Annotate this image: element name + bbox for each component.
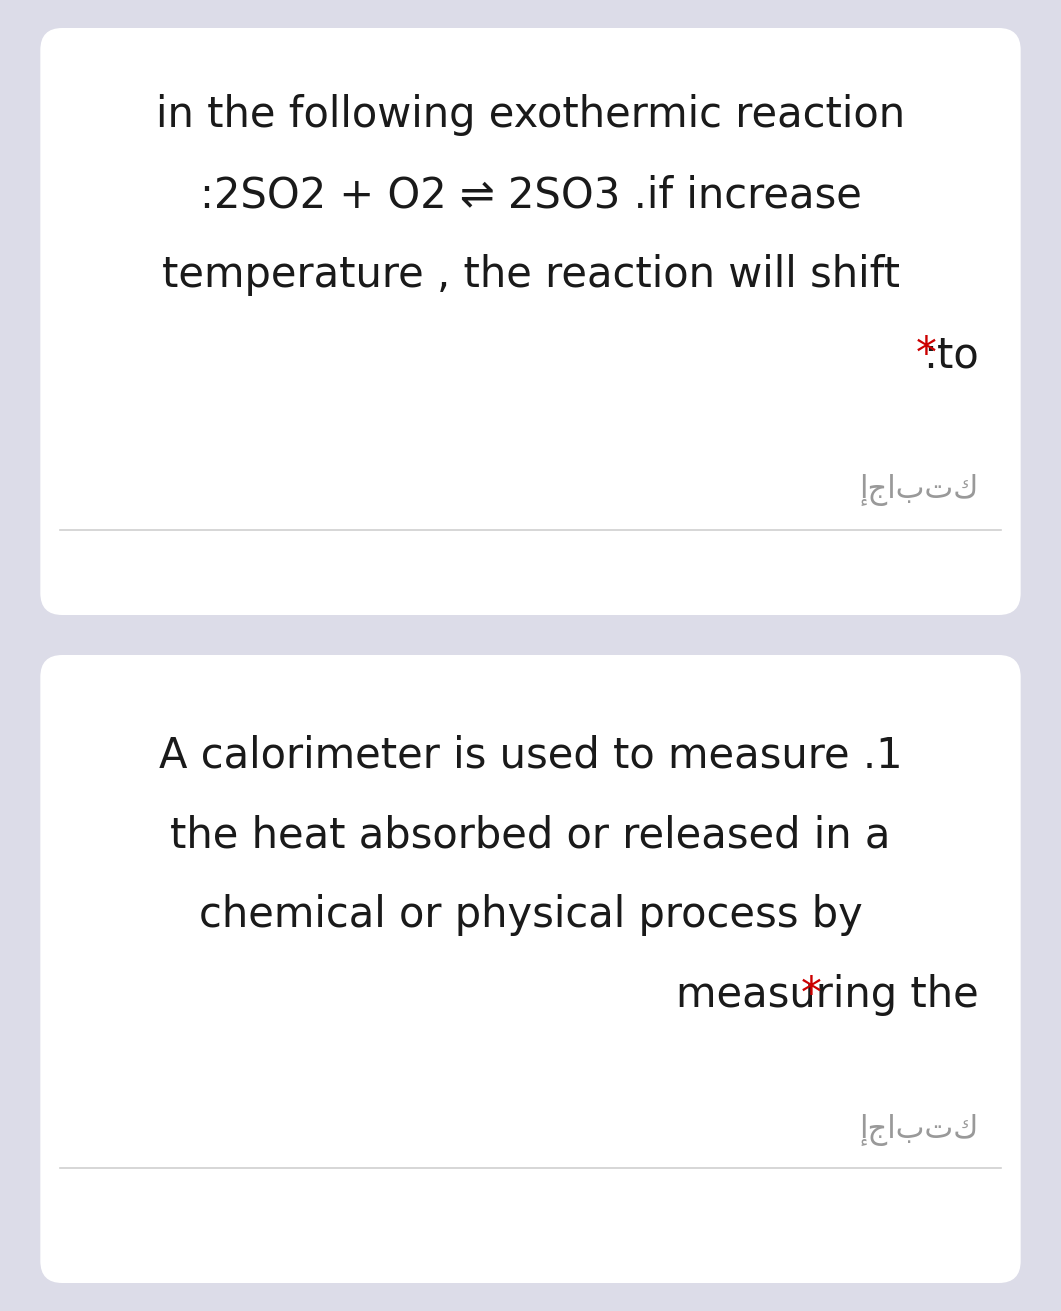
Text: *: * [801,974,821,1016]
Text: chemical or physical process by: chemical or physical process by [198,894,863,936]
Text: A calorimeter is used to measure .1: A calorimeter is used to measure .1 [159,734,902,776]
Text: إجابتك: إجابتك [859,1114,978,1146]
Text: in the following exothermic reaction: in the following exothermic reaction [156,94,905,136]
Text: *: * [916,334,936,376]
Text: temperature , the reaction will shift: temperature , the reaction will shift [161,254,900,296]
FancyBboxPatch shape [40,28,1021,615]
Text: measuring the: measuring the [676,974,978,1016]
Text: :2SO2 + O2 ⇌ 2SO3 .if increase: :2SO2 + O2 ⇌ 2SO3 .if increase [199,174,862,216]
FancyBboxPatch shape [40,656,1021,1283]
Text: إجابتك: إجابتك [859,475,978,506]
Text: the heat absorbed or released in a: the heat absorbed or released in a [171,814,890,856]
Text: :to: :to [923,334,978,376]
